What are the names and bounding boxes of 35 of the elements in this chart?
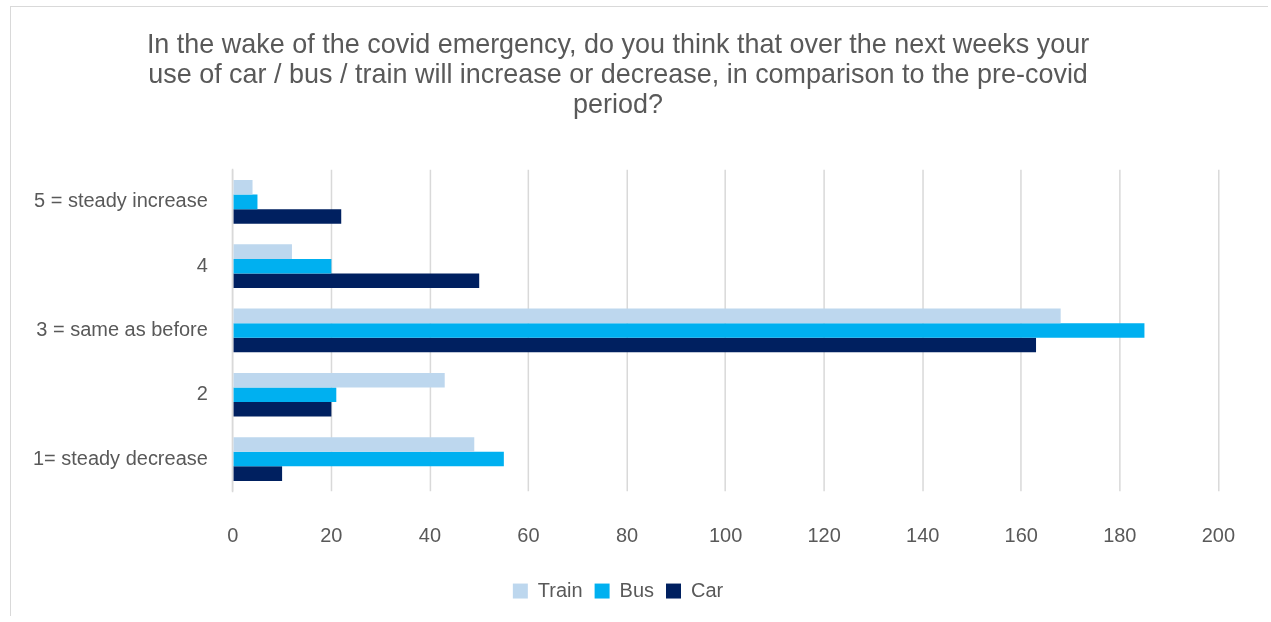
bar [233, 209, 342, 224]
chart-title: In the wake of the covid emergency, do you think that over the next weeks your use of car / bus / train will increase or decrease, in comparison to the pre-covid period? [146, 29, 1090, 120]
bar [233, 180, 253, 195]
legend-label: Train [537, 578, 583, 601]
bar [233, 337, 1037, 353]
y-tick-label: 1= steady decrease [32, 446, 208, 469]
bar [233, 244, 292, 259]
y-tick-label: 3 = same as before [36, 317, 208, 340]
x-tick-label: 200 [1201, 523, 1236, 546]
bar [233, 466, 283, 481]
x-tick-label: 80 [615, 523, 639, 546]
x-tick-label: 60 [517, 523, 540, 546]
x-tick-label: 180 [1103, 523, 1137, 546]
bar [233, 258, 332, 274]
legend-label: Bus [619, 578, 655, 601]
legend-label: Car [690, 578, 724, 601]
y-tick-label: 2 [196, 382, 208, 405]
x-tick-label: 120 [807, 523, 841, 546]
bar [233, 372, 445, 388]
y-tick-label: 5 = steady increase [34, 189, 208, 212]
x-tick-label: 140 [906, 523, 940, 546]
x-tick-label: 0 [227, 523, 239, 546]
bar [233, 273, 480, 289]
bar [233, 437, 475, 452]
x-tick-label: 160 [1004, 523, 1038, 546]
bar [233, 323, 1145, 338]
bar [233, 402, 332, 417]
x-tick-label: 20 [320, 523, 343, 546]
x-tick-label: 40 [418, 523, 442, 546]
bar [233, 308, 1061, 324]
bar [233, 194, 258, 210]
bar [233, 451, 504, 467]
x-tick-label: 100 [708, 523, 743, 546]
bar [233, 387, 337, 403]
y-tick-label: 4 [196, 253, 208, 276]
